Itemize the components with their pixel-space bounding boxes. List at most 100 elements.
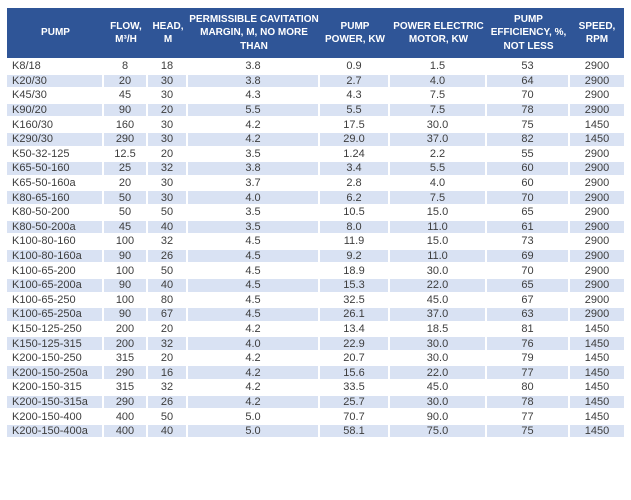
cell-value: 0.9 <box>320 58 390 73</box>
cell-value: 3.4 <box>320 160 390 175</box>
cell-value: 50 <box>148 262 188 277</box>
cell-value: 29.0 <box>320 130 390 146</box>
cell-pump-name: K65-50-160a <box>7 174 104 190</box>
cell-value: 30 <box>148 72 188 88</box>
cell-value: 37.0 <box>390 306 487 321</box>
cell-value: 5.5 <box>320 101 390 117</box>
col-header-cavitation-margin: PERMISSIBLE CAVITATION MARGIN, M, NO MOR… <box>188 8 320 58</box>
cell-pump-name: K100-80-160a <box>7 247 104 263</box>
cell-value: 4.5 <box>188 276 320 292</box>
cell-pump-name: K100-80-160 <box>7 233 104 248</box>
cell-value: 15.0 <box>390 233 487 248</box>
col-header-efficiency: PUMP EFFICIENCY, %, NOT LESS <box>487 8 570 58</box>
cell-value: 2900 <box>570 276 624 292</box>
cell-value: 4.5 <box>188 306 320 321</box>
cell-pump-name: K200-150-250 <box>7 349 104 365</box>
cell-value: 5.5 <box>390 160 487 175</box>
cell-value: 90 <box>104 306 148 321</box>
cell-value: 77 <box>487 408 570 423</box>
cell-value: 1450 <box>570 393 624 409</box>
cell-value: 4.2 <box>188 130 320 146</box>
cell-value: 64 <box>487 72 570 88</box>
table-row: K50-32-125 12.5 20 3.5 1.24 2.2 55 2900 <box>7 145 624 161</box>
cell-value: 65 <box>487 203 570 219</box>
cell-value: 4.2 <box>188 379 320 394</box>
cell-value: 2900 <box>570 189 624 204</box>
cell-value: 79 <box>487 349 570 365</box>
cell-value: 10.5 <box>320 203 390 219</box>
cell-value: 12.5 <box>104 145 148 161</box>
cell-pump-name: K80-65-160 <box>7 189 104 204</box>
cell-value: 53 <box>487 58 570 73</box>
cell-value: 11.0 <box>390 218 487 234</box>
cell-pump-name: K150-125-315 <box>7 335 104 350</box>
cell-value: 2900 <box>570 174 624 190</box>
col-header-pump: PUMP <box>7 8 104 58</box>
cell-pump-name: K200-150-400a <box>7 422 104 438</box>
cell-pump-name: K20/30 <box>7 72 104 88</box>
table-row: K65-50-160 25 32 3.8 3.4 5.5 60 2900 <box>7 160 624 175</box>
cell-value: 30.0 <box>390 349 487 365</box>
cell-value: 1450 <box>570 320 624 336</box>
cell-value: 45 <box>104 87 148 102</box>
cell-value: 78 <box>487 101 570 117</box>
cell-value: 26 <box>148 247 188 263</box>
cell-value: 32 <box>148 233 188 248</box>
cell-value: 50 <box>148 203 188 219</box>
cell-value: 7.5 <box>390 87 487 102</box>
cell-value: 67 <box>487 291 570 307</box>
cell-pump-name: K290/30 <box>7 130 104 146</box>
cell-value: 290 <box>104 364 148 380</box>
table-row: K100-65-200 100 50 4.5 18.9 30.0 70 2900 <box>7 262 624 277</box>
table-row: K100-65-200a 90 40 4.5 15.3 22.0 65 2900 <box>7 276 624 292</box>
cell-value: 290 <box>104 130 148 146</box>
cell-value: 40 <box>148 276 188 292</box>
cell-value: 6.2 <box>320 189 390 204</box>
cell-value: 1450 <box>570 422 624 438</box>
table-row: K200-150-315a 290 26 4.2 25.7 30.0 78 1450 <box>7 393 624 409</box>
cell-value: 1450 <box>570 116 624 131</box>
table-body: K8/18 8 18 3.8 0.9 1.5 53 2900 K20/30 20 30 3.8 2.7 4… <box>7 58 624 438</box>
table-row: K100-80-160 100 32 4.5 11.9 15.0 73 2900 <box>7 233 624 248</box>
cell-value: 100 <box>104 262 148 277</box>
cell-value: 1450 <box>570 130 624 146</box>
cell-value: 58.1 <box>320 422 390 438</box>
cell-value: 3.5 <box>188 218 320 234</box>
cell-value: 33.5 <box>320 379 390 394</box>
cell-value: 50 <box>148 408 188 423</box>
table-row: K200-150-400 400 50 5.0 70.7 90.0 77 1450 <box>7 408 624 423</box>
cell-value: 13.4 <box>320 320 390 336</box>
cell-value: 20 <box>148 145 188 161</box>
cell-pump-name: K8/18 <box>7 58 104 73</box>
cell-value: 77 <box>487 364 570 380</box>
cell-value: 32 <box>148 160 188 175</box>
cell-value: 4.3 <box>188 87 320 102</box>
cell-value: 3.8 <box>188 58 320 73</box>
cell-value: 25.7 <box>320 393 390 409</box>
table-row: K100-65-250a 90 67 4.5 26.1 37.0 63 2900 <box>7 306 624 321</box>
cell-value: 90 <box>104 247 148 263</box>
cell-value: 45 <box>104 218 148 234</box>
cell-value: 290 <box>104 393 148 409</box>
table-row: K8/18 8 18 3.8 0.9 1.5 53 2900 <box>7 58 624 73</box>
cell-value: 400 <box>104 422 148 438</box>
cell-pump-name: K80-50-200a <box>7 218 104 234</box>
table-row: K20/30 20 30 3.8 2.7 4.0 64 2900 <box>7 72 624 88</box>
cell-value: 3.7 <box>188 174 320 190</box>
cell-value: 80 <box>487 379 570 394</box>
cell-value: 4.0 <box>188 335 320 350</box>
cell-value: 3.8 <box>188 72 320 88</box>
cell-pump-name: K100-65-200a <box>7 276 104 292</box>
table-row: K90/20 90 20 5.5 5.5 7.5 78 2900 <box>7 101 624 117</box>
table-row: K150-125-315 200 32 4.0 22.9 30.0 76 1450 <box>7 335 624 350</box>
cell-value: 2.7 <box>320 72 390 88</box>
cell-value: 75 <box>487 116 570 131</box>
cell-value: 2.2 <box>390 145 487 161</box>
cell-pump-name: K90/20 <box>7 101 104 117</box>
cell-value: 63 <box>487 306 570 321</box>
table-row: K200-150-400a 400 40 5.0 58.1 75.0 75 1450 <box>7 422 624 438</box>
cell-value: 1450 <box>570 335 624 350</box>
cell-value: 73 <box>487 233 570 248</box>
cell-value: 90.0 <box>390 408 487 423</box>
cell-value: 2900 <box>570 72 624 88</box>
